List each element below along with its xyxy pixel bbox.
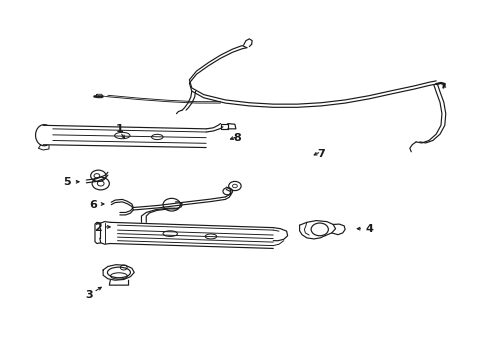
Text: 4: 4	[365, 224, 372, 234]
Text: 2: 2	[94, 222, 102, 233]
Text: 7: 7	[317, 149, 325, 158]
Text: 1: 1	[116, 124, 123, 134]
Text: 6: 6	[89, 200, 97, 210]
Text: 5: 5	[63, 177, 71, 187]
Text: 8: 8	[233, 133, 241, 143]
Text: 3: 3	[85, 290, 92, 300]
